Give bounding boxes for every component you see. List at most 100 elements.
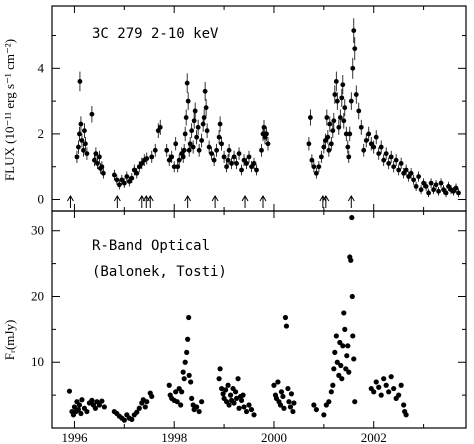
xray-point <box>396 167 402 173</box>
xray-point <box>328 141 334 147</box>
xray-point <box>265 141 271 147</box>
xray-point <box>351 28 357 33</box>
xray-point <box>194 134 200 140</box>
xray-point <box>182 131 188 137</box>
optical-point <box>403 412 409 418</box>
optical-point <box>339 376 345 382</box>
xray-point <box>173 141 179 147</box>
xray-point <box>401 170 407 176</box>
optical-point <box>290 408 296 415</box>
xray-point <box>181 147 187 153</box>
xray-point <box>81 147 86 153</box>
xray-point <box>350 65 356 71</box>
optical-point <box>398 382 404 388</box>
xray-point <box>406 174 412 179</box>
xray-point <box>348 98 354 104</box>
xray-point <box>341 118 347 124</box>
xray-point <box>99 164 105 170</box>
optical-y-tick-label: 30 <box>31 223 44 238</box>
xray-point <box>201 115 207 120</box>
optical-point <box>173 389 179 395</box>
xray-point <box>164 147 170 153</box>
xray-point <box>180 154 186 160</box>
optical-point <box>349 214 355 221</box>
xray-point <box>316 164 322 170</box>
xray-arrow-head <box>211 195 219 202</box>
xray-point <box>134 170 140 176</box>
optical-point <box>280 393 286 400</box>
xray-point <box>352 46 358 52</box>
optical-point <box>251 412 257 418</box>
xray-point <box>82 128 87 134</box>
xray-point <box>398 161 404 166</box>
xray-point <box>313 170 319 176</box>
optical-point <box>333 333 339 339</box>
xray-point <box>191 118 197 124</box>
optical-point <box>178 402 184 408</box>
xray-point <box>453 185 459 191</box>
xray-point <box>200 121 206 127</box>
optical-point <box>349 293 355 300</box>
optical-point <box>311 402 317 408</box>
optical-point <box>348 257 354 263</box>
optical-point <box>371 389 377 395</box>
xray-point <box>403 167 409 173</box>
optical-point <box>331 366 337 372</box>
xray-y-tick-label: 4 <box>38 60 45 75</box>
optical-point <box>96 402 102 408</box>
xray-point <box>96 154 102 160</box>
optical-point <box>378 392 384 398</box>
xray-point <box>438 180 444 186</box>
xray-point <box>206 144 212 150</box>
xray-point <box>386 161 392 166</box>
optical-points <box>66 214 409 423</box>
optical-point <box>84 408 90 415</box>
xray-point <box>93 151 99 157</box>
xray-point <box>261 124 267 130</box>
xray-point <box>373 134 379 140</box>
xray-point <box>433 182 439 188</box>
optical-x-tick-label: 1998 <box>161 430 187 444</box>
xray-y-tick-label: 2 <box>38 126 45 141</box>
xray-point <box>413 184 419 189</box>
xray-point <box>456 190 461 196</box>
optical-point <box>288 391 295 397</box>
optical-y-axis-label: Fᵣ(mJy) <box>2 320 17 361</box>
xray-point <box>441 187 446 193</box>
optical-point <box>283 323 290 329</box>
xray-point <box>121 180 127 186</box>
xray-point <box>343 131 349 137</box>
xray-point <box>325 134 331 140</box>
xray-point <box>74 154 80 160</box>
optical-subtitle: (Balonek, Tosti) <box>92 264 227 280</box>
optical-point <box>186 314 192 321</box>
xray-point <box>408 170 414 176</box>
xray-point <box>336 124 342 130</box>
optical-point <box>186 372 192 378</box>
xray-ticks: 0 2 4 <box>38 6 466 211</box>
xray-point <box>353 92 359 97</box>
optical-point <box>222 387 229 393</box>
xray-point <box>318 154 324 160</box>
optical-point <box>291 400 297 406</box>
xray-point <box>217 121 223 127</box>
optical-point <box>129 416 135 423</box>
optical-point <box>381 376 387 382</box>
optical-point <box>166 382 172 388</box>
optical-panel: R-Band Optical (Balonek, Tosti) Fᵣ(mJy) … <box>2 210 467 444</box>
optical-point <box>99 398 105 404</box>
xray-point <box>366 131 372 137</box>
xray-point <box>388 154 394 160</box>
xray-arrow-head <box>347 195 355 202</box>
optical-point <box>343 366 349 372</box>
xray-point <box>443 190 449 196</box>
xray-point <box>339 95 345 101</box>
optical-point <box>240 392 246 398</box>
xray-point <box>131 167 137 173</box>
xray-point <box>431 187 436 193</box>
xray-point <box>334 98 340 104</box>
xray-point <box>77 131 82 137</box>
xray-point <box>225 157 231 163</box>
xray-point <box>246 154 252 160</box>
optical-point <box>246 402 252 408</box>
